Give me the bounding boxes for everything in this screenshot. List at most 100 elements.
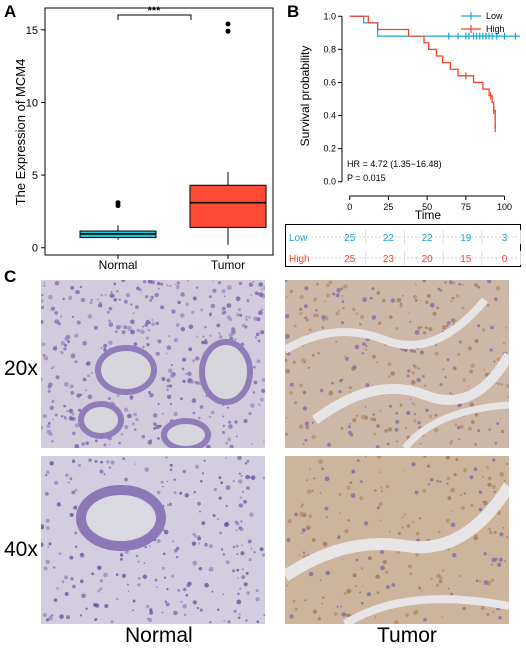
cell-nucleus xyxy=(57,322,61,326)
cell-nucleus xyxy=(422,374,425,378)
cell-nucleus xyxy=(137,560,140,563)
cell-nucleus xyxy=(250,547,253,550)
cell-nucleus xyxy=(41,342,46,347)
cell-nucleus xyxy=(155,321,160,326)
cell-nucleus xyxy=(245,474,250,480)
cell-nucleus xyxy=(168,384,173,388)
cell-nucleus xyxy=(408,564,412,569)
cell-nucleus xyxy=(260,288,263,291)
x-tick-label: Tumor xyxy=(211,258,245,270)
cell-nucleus xyxy=(240,551,245,556)
cell-nucleus xyxy=(403,469,405,472)
cell-nucleus xyxy=(119,553,124,557)
cell-nucleus xyxy=(391,583,396,587)
y-tick-label: 10 xyxy=(26,97,38,109)
cell-nucleus xyxy=(382,298,386,303)
cell-nucleus xyxy=(110,291,113,293)
cell-nucleus xyxy=(160,305,164,310)
cell-nucleus xyxy=(48,542,52,546)
cell-nucleus xyxy=(127,326,132,331)
cell-nucleus xyxy=(409,398,412,401)
cell-nucleus xyxy=(161,412,164,415)
cell-nucleus xyxy=(289,382,294,387)
cell-nucleus xyxy=(63,404,66,408)
cell-nucleus xyxy=(165,456,168,459)
cell-nucleus xyxy=(502,341,506,345)
cell-nucleus xyxy=(385,485,390,489)
cell-nucleus xyxy=(231,327,236,332)
cell-nucleus xyxy=(303,361,306,364)
cell-nucleus xyxy=(474,283,479,288)
cell-nucleus xyxy=(251,443,254,445)
cell-nucleus xyxy=(66,410,69,412)
cell-nucleus xyxy=(446,321,451,325)
cell-nucleus xyxy=(60,341,66,346)
cell-nucleus xyxy=(293,324,297,328)
cell-nucleus xyxy=(473,467,478,472)
cell-nucleus xyxy=(223,620,226,623)
cell-nucleus xyxy=(181,367,185,371)
cell-nucleus xyxy=(365,344,368,348)
cell-nucleus xyxy=(363,521,369,526)
cell-nucleus xyxy=(151,318,154,321)
cell-nucleus xyxy=(54,480,59,485)
cell-nucleus xyxy=(218,531,223,535)
cell-nucleus xyxy=(191,398,197,403)
cell-nucleus xyxy=(432,311,437,316)
cell-nucleus xyxy=(64,382,69,387)
cell-nucleus xyxy=(446,482,449,486)
cell-nucleus xyxy=(120,557,123,561)
cell-nucleus xyxy=(185,594,189,597)
cell-nucleus xyxy=(130,303,133,306)
cell-nucleus xyxy=(490,563,494,566)
cell-nucleus xyxy=(134,428,137,431)
cell-nucleus xyxy=(499,472,504,477)
cell-nucleus xyxy=(259,547,264,552)
cell-nucleus xyxy=(474,413,479,417)
cell-nucleus xyxy=(69,555,74,560)
cell-nucleus xyxy=(252,391,256,394)
cell-nucleus xyxy=(180,327,185,332)
cell-nucleus xyxy=(341,300,345,303)
cell-nucleus xyxy=(236,313,240,317)
cell-nucleus xyxy=(218,496,222,500)
cell-nucleus xyxy=(378,321,382,325)
cell-nucleus xyxy=(455,458,459,461)
cell-nucleus xyxy=(52,365,55,368)
cell-nucleus xyxy=(386,442,390,446)
cell-nucleus xyxy=(237,592,240,596)
cell-nucleus xyxy=(452,553,457,558)
cell-nucleus xyxy=(459,575,462,577)
cell-nucleus xyxy=(455,294,460,298)
cell-nucleus xyxy=(228,333,234,338)
cell-nucleus xyxy=(143,562,146,564)
cell-nucleus xyxy=(113,295,115,298)
cell-nucleus xyxy=(222,593,225,596)
cell-nucleus xyxy=(304,421,310,426)
cell-nucleus xyxy=(286,584,289,587)
cell-nucleus xyxy=(491,484,496,489)
cell-nucleus xyxy=(149,392,154,398)
cell-nucleus xyxy=(125,292,131,298)
cell-nucleus xyxy=(450,522,456,528)
cell-nucleus xyxy=(504,560,506,562)
cell-nucleus xyxy=(487,482,492,487)
cell-nucleus xyxy=(192,600,197,605)
cell-nucleus xyxy=(496,422,500,426)
cell-nucleus xyxy=(488,527,491,530)
risk-count: 23 xyxy=(383,254,395,265)
y-tick-label: 15 xyxy=(26,25,38,37)
cell-nucleus xyxy=(362,584,364,587)
cell-nucleus xyxy=(60,415,64,418)
hr-text: HR = 4.72 (1.35−16.48) xyxy=(347,159,442,169)
cell-nucleus xyxy=(311,434,316,440)
cell-nucleus xyxy=(376,591,380,594)
cell-nucleus xyxy=(406,410,411,416)
cell-nucleus xyxy=(69,513,74,517)
cell-nucleus xyxy=(317,617,321,621)
cell-nucleus xyxy=(123,299,128,304)
cell-nucleus xyxy=(106,311,110,314)
cell-nucleus xyxy=(298,424,304,429)
cell-nucleus xyxy=(58,552,62,556)
cell-nucleus xyxy=(255,589,259,593)
